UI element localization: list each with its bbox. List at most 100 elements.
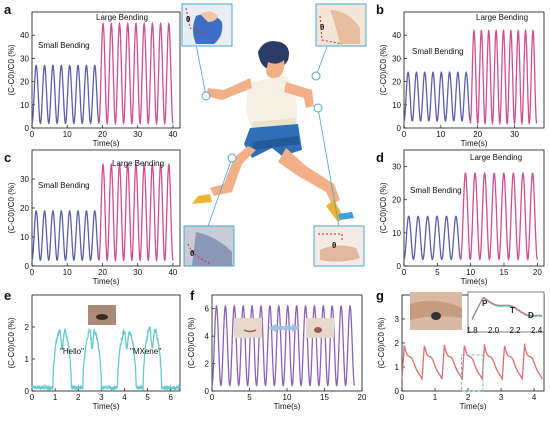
annotation-label: Large Bending <box>96 13 148 22</box>
x-tick-label: 30 <box>133 130 142 139</box>
x-tick-label: 2 <box>76 393 81 402</box>
x-tick-label: 20 <box>98 268 107 277</box>
x-tick-label: 20 <box>533 268 542 277</box>
y-tick-label: 0 <box>397 262 402 271</box>
y-axis-label: (C-C0)/C0 (%) <box>377 317 386 368</box>
plot-frame <box>31 11 181 129</box>
annotation-label: Small Bending <box>410 186 462 195</box>
series-line-1 <box>211 304 356 387</box>
x-tick-label: 40 <box>168 130 177 139</box>
x-tick-label: 3 <box>499 393 504 402</box>
x-tick-label: 1 <box>53 393 58 402</box>
x-tick-label: 0 <box>30 393 35 402</box>
inset-pulse-line <box>471 296 543 320</box>
x-tick-label: 0 <box>210 393 215 402</box>
annotation-label: Small Bending <box>38 181 90 190</box>
x-tick-label: 10 <box>466 268 475 277</box>
series-line-2 <box>98 21 174 126</box>
y-axis-label: (C-C0)/C0 (%) <box>7 182 16 233</box>
inset-x-tick-label: 2.2 <box>510 326 522 335</box>
series-line-1 <box>403 70 471 122</box>
panel-label-a: a <box>4 2 12 17</box>
y-tick-label: 1 <box>395 363 400 372</box>
chart-panel-c: 0 10 20 30 40 0 10 20 30 Time(s) (C-C0)/C0 (%) Smal… <box>7 149 181 286</box>
chart-panel-b: 0 10 20 30 0 10 20 30 40 Time(s) (C-C0)/C0 (%) Smal… <box>379 11 545 148</box>
pulse-detail-inset: P T D 1.8 2.0 2.2 2.4 <box>466 291 545 335</box>
inset-fit-line <box>471 298 543 321</box>
y-tick-label: 30 <box>20 175 29 184</box>
y-tick-label: 0 <box>25 262 30 271</box>
x-tick-label: 20 <box>358 393 367 402</box>
series-line-1 <box>31 326 181 392</box>
chart-panel-g: 0 1 2 3 4 0 1 2 3 Time(s) (C-C0)/C0 (%) <box>377 294 545 411</box>
y-axis-label: (C-C0)/C0 (%) <box>187 317 196 368</box>
x-tick-label: 0 <box>402 130 407 139</box>
svg-text:θ: θ <box>332 241 336 250</box>
inset-wave-label: P <box>482 299 488 308</box>
panel-label-f: f <box>190 288 195 303</box>
svg-text:θ: θ <box>190 249 194 258</box>
y-tick-label: 30 <box>392 163 401 172</box>
x-tick-label: 1 <box>433 393 438 402</box>
joint-markers <box>201 71 323 163</box>
annotation-label: Large Bending <box>476 13 528 22</box>
x-tick-label: 0 <box>30 268 35 277</box>
inset-x-tick-label: 1.8 <box>466 326 478 335</box>
x-tick-label: 20 <box>98 130 107 139</box>
annotation-label: Large Bending <box>470 153 522 162</box>
panel-label-d: d <box>376 150 384 165</box>
y-axis-label: (C-C0)/C0 (%) <box>379 182 388 233</box>
y-axis-label: (C-C0)/C0 (%) <box>379 44 388 95</box>
y-axis-label: (C-C0)/C0 (%) <box>7 44 16 95</box>
panel-label-g: g <box>376 288 384 303</box>
x-tick-label: 10 <box>436 130 445 139</box>
x-tick-label: 0 <box>30 130 35 139</box>
y-tick-label: 30 <box>392 54 401 63</box>
x-tick-label: 4 <box>532 393 537 402</box>
chart-panel-e: 0 1 2 3 4 5 6 0 1 2 Time(s) (C-C0)/C0 (%) "Hello" "MX… <box>7 294 181 411</box>
y-tick-label: 0 <box>395 387 400 396</box>
chart-panel-a: 0 10 20 30 40 0 10 20 30 40 Time(s) (C-C0)/C0 (%) Sm… <box>7 11 181 148</box>
inset-x-tick-label: 2.0 <box>488 326 500 335</box>
y-tick-label: 20 <box>20 204 29 213</box>
y-tick-label: 2 <box>205 360 210 369</box>
annotation-label: Small Bending <box>412 47 464 56</box>
x-axis-label: Time(s) <box>460 402 487 411</box>
wrist-pulse-photo-inset <box>410 292 462 330</box>
y-tick-label: 2 <box>25 323 30 332</box>
y-tick-label: 40 <box>392 31 401 40</box>
panel-label-c: c <box>4 150 11 165</box>
x-tick-label: 5 <box>145 393 150 402</box>
y-tick-label: 2 <box>395 339 400 348</box>
y-tick-label: 20 <box>392 196 401 205</box>
series-line-2 <box>460 172 538 261</box>
svg-text:θ: θ <box>320 23 324 32</box>
y-tick-label: 4 <box>205 332 210 341</box>
x-tick-label: 5 <box>435 268 440 277</box>
y-tick-label: 10 <box>20 101 29 110</box>
annotation-label: "Hello" <box>60 347 84 356</box>
svg-text:θ: θ <box>186 15 190 24</box>
ankle-photo-inset: θ <box>313 225 365 267</box>
x-tick-label: 0 <box>400 393 405 402</box>
annotation-label: Large Bending <box>112 159 164 168</box>
inset-wave-label: T <box>510 306 515 315</box>
x-axis-label: Time(s) <box>93 402 120 411</box>
panel-label-e: e <box>4 288 11 303</box>
x-tick-label: 2 <box>466 393 471 402</box>
x-tick-label: 30 <box>510 130 519 139</box>
x-axis-label: Time(s) <box>93 277 120 286</box>
x-tick-label: 20 <box>473 130 482 139</box>
series-line-1 <box>31 64 100 125</box>
knee-photo-inset: θ <box>183 225 235 267</box>
y-tick-label: 40 <box>20 31 29 40</box>
x-tick-label: 15 <box>500 268 509 277</box>
chart-panel-f: 0 5 10 15 20 0 2 4 6 Time(s) (C-C0)/C0 (%) <box>187 294 367 411</box>
plot-frame <box>403 11 545 129</box>
x-tick-label: 0 <box>402 268 407 277</box>
inset-wave-label: D <box>528 311 534 320</box>
y-tick-label: 0 <box>397 124 402 133</box>
y-tick-label: 0 <box>25 124 30 133</box>
y-tick-label: 20 <box>392 78 401 87</box>
y-tick-label: 10 <box>392 101 401 110</box>
